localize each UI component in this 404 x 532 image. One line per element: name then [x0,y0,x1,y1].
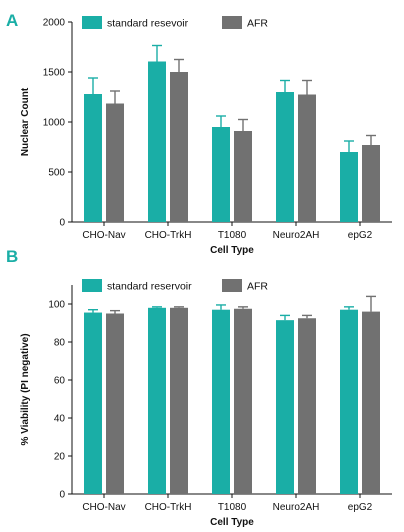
panel-a-legend-swatch-standard [82,16,102,29]
y-tick-label: 80 [54,338,66,349]
bar-afr [298,318,316,494]
y-tick-label: 100 [48,300,65,311]
panel-b-legend-label-afr: AFR [247,281,268,293]
panel-a-chart: A 0 500 1000 1500 2000 CHO-Nav CHO-TrkH T1080 Ne… [6,11,392,256]
x-tick-label: CHO-TrkH [145,502,192,513]
x-tick-label: T1080 [218,502,247,513]
panel-a-legend-swatch-afr [222,16,242,29]
panel-b-x-axis-title: Cell Type [210,517,254,528]
bar-afr [362,145,380,222]
panel-a-y-axis-title: Nuclear Count [20,87,31,156]
panel-b-legend-label-standard: standard reservoir [107,281,192,293]
x-tick-label: Neuro2AH [273,502,320,513]
bar-afr [234,131,252,222]
bar-standard [148,307,166,494]
panel-a-legend-label-standard: standard resevoir [107,18,189,30]
bar-standard [148,61,166,222]
panel-b-ticks: 0 20 40 60 80 100 CHO-Nav CHO-TrkH T1080 Neuro2AH… [48,300,372,514]
bar-afr [298,94,316,222]
x-tick-label: CHO-Nav [82,230,125,241]
bar-standard [340,152,358,222]
y-tick-label: 20 [54,452,66,463]
bar-standard [212,309,230,494]
bar-standard [84,94,102,222]
y-tick-label: 2000 [43,18,66,29]
y-tick-label: 0 [59,490,65,501]
panel-a-label: A [6,11,18,30]
x-tick-label: epG2 [348,502,373,513]
bar-afr [170,307,188,494]
y-tick-label: 0 [59,218,65,229]
x-tick-label: T1080 [218,230,247,241]
y-tick-label: 500 [48,168,65,179]
bar-afr [234,308,252,494]
y-tick-label: 1500 [43,68,66,79]
panel-a-ticks: 0 500 1000 1500 2000 CHO-Nav CHO-TrkH T1080 Neur… [43,18,373,242]
panel-b-chart: B 0 20 40 60 80 100 CHO-Nav CHO-TrkH T1080 Neuro2… [6,247,392,528]
bar-standard [212,127,230,222]
bar-afr [170,72,188,222]
bar-afr [106,313,124,494]
panel-b-bars [84,295,380,494]
bar-standard [84,312,102,494]
x-tick-label: epG2 [348,230,373,241]
panel-a-bars [84,44,380,222]
panel-a-x-axis-title: Cell Type [210,245,254,256]
y-tick-label: 1000 [43,118,66,129]
bar-standard [276,92,294,222]
panel-a-legend-label-afr: AFR [247,18,268,30]
x-tick-label: CHO-TrkH [145,230,192,241]
panel-b-y-axis-title: % Viability (PI negative) [20,333,31,445]
panel-b-legend-swatch-afr [222,279,242,292]
panel-b-label: B [6,247,18,266]
y-tick-label: 40 [54,414,66,425]
bar-afr [106,103,124,222]
y-tick-label: 60 [54,376,66,387]
x-tick-label: Neuro2AH [273,230,320,241]
panel-a-legend: standard resevoir AFR [82,16,268,30]
panel-b-legend-swatch-standard [82,279,102,292]
bar-standard [340,309,358,494]
panel-b-legend: standard reservoir AFR [82,279,268,293]
bar-standard [276,320,294,494]
bar-afr [362,311,380,494]
x-tick-label: CHO-Nav [82,502,125,513]
